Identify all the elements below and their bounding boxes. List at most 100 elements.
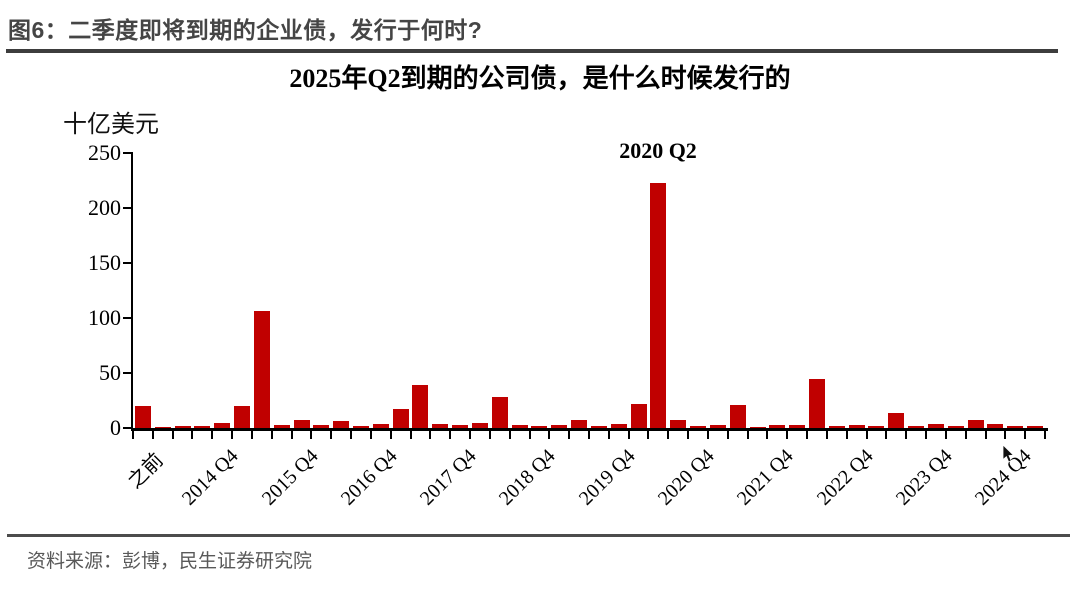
y-tick-label: 0 [110, 415, 121, 440]
x-tick [786, 431, 789, 439]
x-tick [508, 431, 511, 439]
x-tick [746, 431, 749, 439]
bar-2016-Q4 [372, 423, 389, 428]
y-tick-label: 100 [88, 305, 121, 330]
x-tick [469, 431, 472, 439]
x-tick [964, 431, 967, 439]
bar-2017-Q3 [432, 423, 449, 428]
x-tick [488, 431, 491, 439]
y-axis [131, 152, 133, 431]
x-tick [667, 431, 670, 439]
bar-2015-Q4 [293, 420, 310, 428]
x-tick [211, 431, 214, 439]
bar-2024-Q4 [1007, 426, 1024, 428]
y-tick-label: 50 [99, 360, 121, 385]
bar-2014-Q1 [154, 427, 171, 428]
y-axis-unit-label: 十亿美元 [63, 112, 159, 138]
bar-2020-Q1 [630, 403, 647, 428]
peak-annotation: 2020 Q2 [619, 138, 697, 163]
bar-2014-Q4 [214, 422, 231, 428]
y-tick [123, 152, 131, 154]
x-tick [588, 431, 590, 439]
x-tick [706, 431, 709, 439]
y-tick [123, 317, 131, 319]
figure-caption: 图6：二季度即将到期的企业债，发行于何时? [8, 17, 483, 43]
x-tick [389, 431, 392, 439]
bar-2014-Q3 [194, 426, 211, 428]
bar-2021-Q2 [729, 404, 746, 428]
bar-2015-Q1 [234, 406, 251, 428]
bar-2023-Q2 [888, 412, 905, 428]
bar-2022-Q2 [809, 378, 825, 428]
bar-2017-Q2 [412, 385, 429, 428]
bar-2022-Q1 [789, 425, 806, 428]
bar-2015-Q3 [273, 424, 290, 428]
x-tick [984, 431, 987, 439]
bar-2019-Q1 [551, 425, 568, 428]
bar-2024-Q2 [967, 419, 984, 428]
bar-之前 [134, 406, 151, 428]
x-tick [806, 431, 809, 439]
x-tick [687, 431, 690, 439]
bar-2016-Q2 [333, 420, 350, 428]
y-tick [123, 262, 131, 264]
x-tick [350, 431, 353, 439]
x-tick [231, 431, 234, 439]
x-tick [568, 431, 571, 439]
footer-divider [7, 534, 1070, 537]
y-tick-label: 250 [88, 140, 121, 165]
x-tick [171, 431, 174, 439]
x-tick [885, 431, 888, 439]
x-axis [131, 428, 1048, 431]
y-tick-label: 150 [88, 250, 121, 275]
bar-2024-Q3 [987, 424, 1004, 428]
bar-2019-Q4 [610, 423, 627, 428]
x-tick [290, 431, 293, 439]
x-tick [1024, 431, 1027, 439]
x-tick [369, 431, 372, 439]
x-tick [607, 431, 610, 439]
x-tick [250, 431, 253, 439]
mouse-cursor [1002, 445, 1015, 463]
bar-2016-Q3 [353, 425, 369, 428]
x-tick [151, 431, 154, 439]
y-tick-label: 200 [88, 195, 121, 220]
x-tick [528, 431, 531, 439]
bar-2020-Q4 [690, 426, 707, 428]
bar-2023-Q1 [868, 426, 885, 428]
bar-2021-Q4 [769, 425, 786, 428]
bar-2023-Q3 [908, 425, 925, 428]
bar-2017-Q4 [452, 425, 469, 428]
chart-title: 2025年Q2到期的公司债，是什么时候发行的 [289, 64, 791, 93]
y-tick [123, 372, 131, 374]
header-divider [6, 49, 1058, 53]
x-tick [726, 431, 729, 439]
bar-2021-Q1 [709, 425, 726, 428]
x-tick [1044, 431, 1046, 439]
x-tick [449, 431, 452, 439]
bar-2014-Q2 [174, 426, 191, 428]
bar-2025-Q1 [1027, 425, 1044, 428]
x-tick [310, 431, 313, 439]
y-tick [123, 207, 131, 209]
x-tick [766, 431, 769, 439]
bar-2024-Q1 [947, 426, 964, 428]
bar-2021-Q3 [749, 426, 766, 428]
bar-2019-Q3 [590, 426, 607, 428]
x-tick [845, 431, 848, 439]
x-tick [409, 431, 412, 439]
bar-2018-Q1 [471, 423, 488, 428]
bar-2016-Q1 [313, 424, 330, 428]
x-tick [925, 431, 928, 439]
x-tick [905, 431, 908, 439]
bar-2017-Q1 [392, 409, 409, 428]
x-tick [330, 431, 333, 439]
bar-2018-Q2 [491, 397, 508, 428]
x-tick [1004, 431, 1007, 439]
x-tick [132, 431, 134, 439]
x-tick [865, 431, 868, 439]
bar-2020-Q2 [650, 182, 667, 428]
y-tick [123, 427, 131, 429]
bar-2020-Q3 [670, 420, 687, 428]
x-tick [429, 431, 432, 439]
